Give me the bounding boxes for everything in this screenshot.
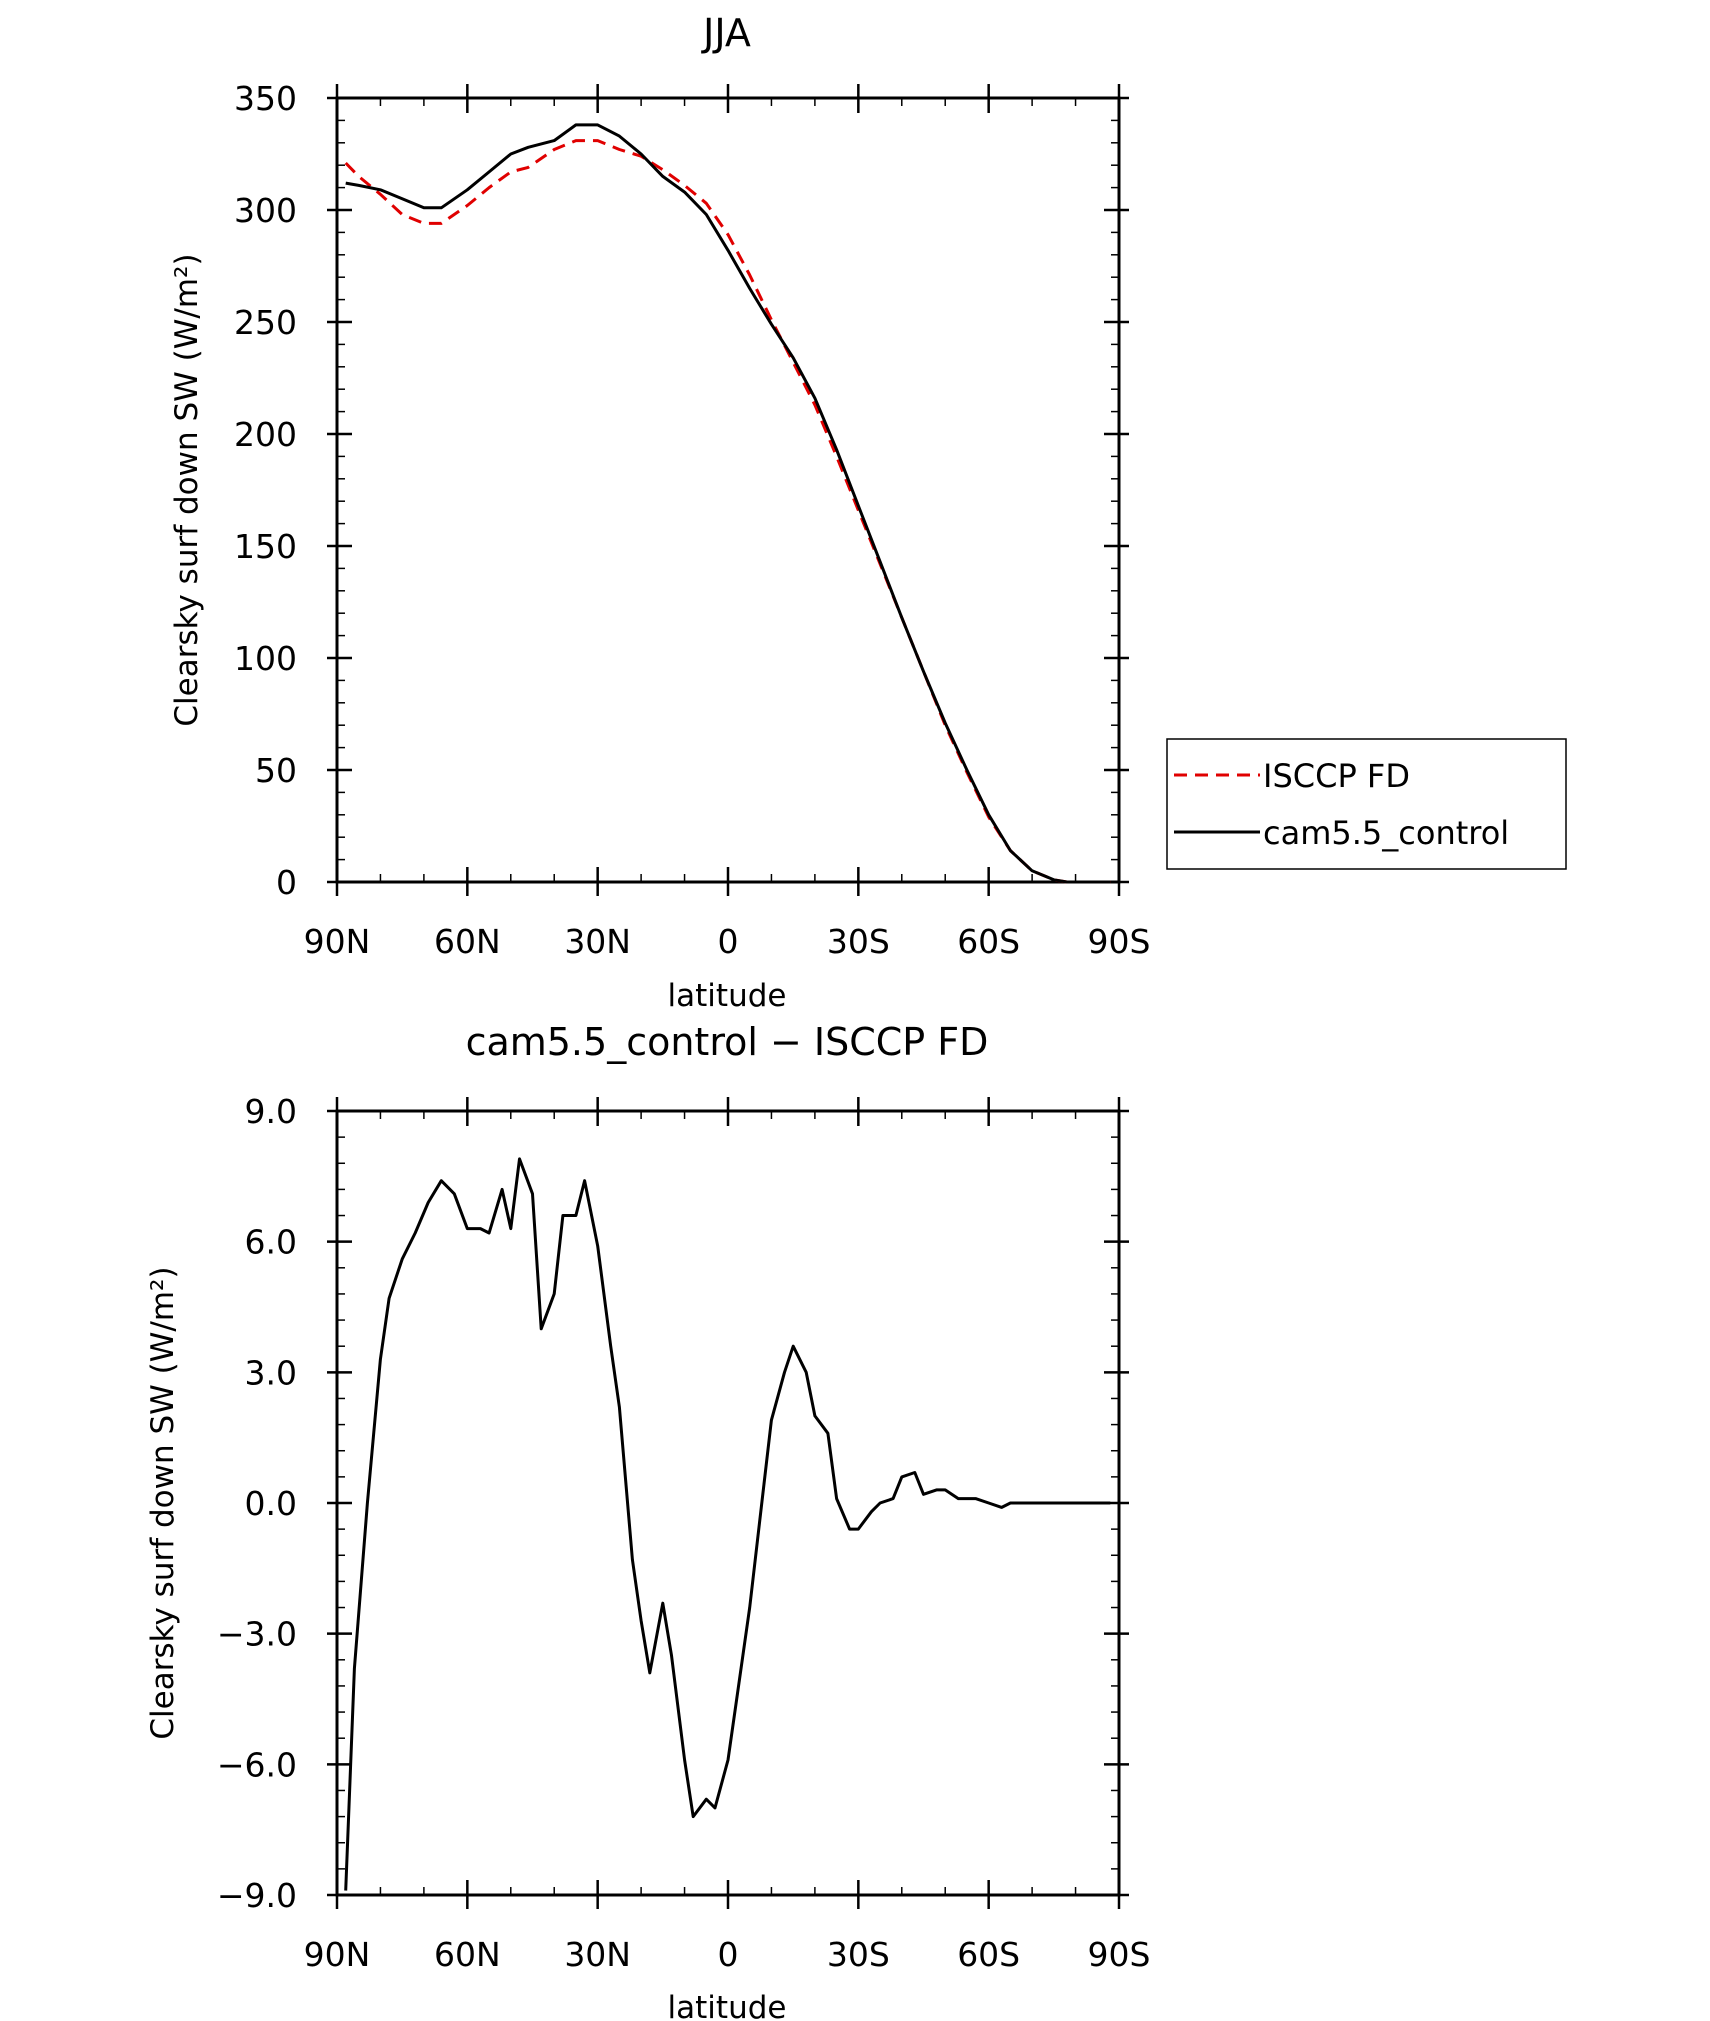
- x-axis-tick-labels: 90N 60N 30N 0 30S 60S 90S: [304, 922, 1151, 961]
- y-axis-label: Clearsky surf down SW (W/m²): [145, 1266, 181, 1739]
- y-tick-label: 6.0: [245, 1223, 297, 1262]
- y-axis-ticks: [327, 96, 1129, 884]
- y-tick-label: 300: [234, 191, 297, 230]
- y-tick-label: 200: [234, 415, 297, 454]
- x-tick-label: 30S: [827, 1935, 890, 1974]
- x-axis-ticks: [335, 84, 1121, 896]
- y-axis-tick-labels: −9.0 −6.0 −3.0 0.0 3.0 6.0 9.0: [217, 1092, 297, 1915]
- y-tick-label: 50: [255, 751, 297, 790]
- y-axis-ticks: [327, 1109, 1129, 1897]
- x-tick-label: 30S: [827, 922, 890, 961]
- series-lines: [344, 123, 1111, 884]
- series-lines: [344, 1157, 1111, 1891]
- legend-label-isccp: ISCCP FD: [1263, 757, 1410, 795]
- panel-jja: JJA 0 50 100 150 200 250 300 350 90N 60N 30N 0 30S 6…: [169, 11, 1567, 1014]
- plot-frame: [335, 1109, 1121, 1897]
- x-tick-label: 90S: [1088, 1935, 1151, 1974]
- x-axis-tick-labels: 90N 60N 30N 0 30S 60S 90S: [304, 1935, 1151, 1974]
- y-tick-label: −6.0: [217, 1745, 297, 1784]
- difference-line: [344, 1157, 1111, 1891]
- y-tick-label: 0.0: [245, 1484, 297, 1523]
- chart-title: JJA: [701, 11, 751, 55]
- legend-label-cam: cam5.5_control: [1263, 814, 1509, 852]
- y-tick-label: 350: [234, 79, 297, 118]
- y-tick-label: 3.0: [245, 1353, 297, 1392]
- y-axis-tick-labels: 0 50 100 150 200 250 300 350: [234, 79, 297, 902]
- series-line-cam5-5-control: [345, 123, 1111, 884]
- y-tick-label: 150: [234, 527, 297, 566]
- legend-box: [1166, 738, 1567, 870]
- legend: ISCCP FD cam5.5_control: [1166, 738, 1567, 870]
- x-tick-label: 90S: [1088, 922, 1151, 961]
- x-tick-label: 90N: [304, 922, 371, 961]
- panel-difference: cam5.5_control − ISCCP FD −9.0 −6.0 −3.0 0.…: [145, 1020, 1150, 2021]
- x-tick-label: 30N: [564, 922, 631, 961]
- x-tick-label: 60S: [957, 922, 1020, 961]
- y-tick-label: 250: [234, 303, 297, 342]
- y-tick-label: 100: [234, 639, 297, 678]
- y-tick-label: −3.0: [217, 1615, 297, 1654]
- y-tick-label: −9.0: [217, 1876, 297, 1915]
- y-axis-label: Clearsky surf down SW (W/m²): [169, 253, 205, 726]
- y-tick-label: 9.0: [245, 1092, 297, 1131]
- x-tick-label: 60N: [434, 1935, 501, 1974]
- x-axis-ticks: [335, 1097, 1121, 1909]
- x-tick-label: 60S: [957, 1935, 1020, 1974]
- chart-title: cam5.5_control − ISCCP FD: [466, 1020, 989, 1064]
- x-axis-label: latitude: [668, 1990, 787, 2021]
- x-tick-label: 60N: [434, 922, 501, 961]
- x-tick-label: 90N: [304, 1935, 371, 1974]
- x-tick-label: 0: [718, 1935, 739, 1974]
- y-tick-label: 0: [276, 863, 297, 902]
- x-axis-label: latitude: [668, 978, 787, 1014]
- x-tick-label: 30N: [564, 1935, 631, 1974]
- x-tick-label: 0: [718, 922, 739, 961]
